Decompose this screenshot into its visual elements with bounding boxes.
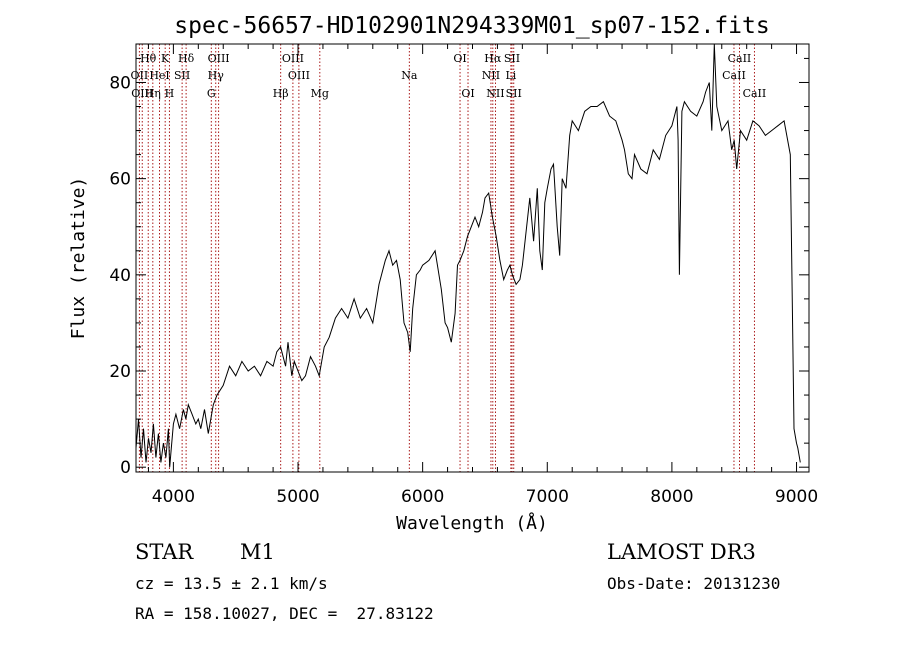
y-tick-label: 40 [109,266,131,286]
line-label-13: OIII [288,69,310,82]
line-label-1: K [161,52,170,65]
chart-title: spec-56657-HD102901N294339M01_sp07-152.f… [174,13,769,39]
line-label-10: HeI [149,69,169,82]
x-tick-label: 5000 [276,487,319,507]
y-tick-label: 0 [120,458,131,478]
x-tick-label: 4000 [152,487,195,507]
line-label-4: OIII [282,52,304,65]
x-tick-label: 9000 [775,487,818,507]
plot-frame [135,43,810,473]
line-label-23: Mg [311,87,329,100]
line-label-15: NII [482,69,500,82]
line-label-0: Hθ [140,52,157,65]
spectrum-line [135,43,801,468]
survey-name: LAMOST DR3 [607,540,756,564]
line-label-18: OIII [131,87,153,100]
y-tick-label: 20 [109,362,131,382]
emission-line-markers [138,44,755,472]
redshift-readout: cz = 13.5 ± 2.1 km/s [135,574,328,593]
line-label-9: OII [131,69,149,82]
line-label-19: Hη [145,87,161,100]
y-axis: 0 20 40 60 80 [109,57,809,478]
obs-date: Obs-Date: 20131230 [607,574,781,593]
line-label-16: Li [505,69,516,82]
object-class: STAR [135,540,194,564]
coordinates: RA = 158.10027, DEC = 27.83122 [135,604,434,623]
y-axis-label: Flux (relative) [68,177,89,340]
x-axis: 4000 5000 6000 7000 8000 9000 [147,44,818,507]
line-label-2: Hδ [178,52,195,65]
line-label-12: Hγ [208,69,225,82]
line-label-22: Hβ [273,87,289,100]
x-axis-label: Wavelength (Å) [396,512,548,534]
y-tick-label: 60 [109,170,131,190]
line-label-8: CaII [728,52,752,65]
x-tick-label: 8000 [650,487,693,507]
line-label-25: NII [486,87,504,100]
x-tick-label: 7000 [526,487,569,507]
line-label-11: SII [174,69,190,82]
y-tick-label: 80 [109,73,131,93]
line-label-17: CaII [722,69,746,82]
line-label-5: OI [453,52,466,65]
line-label-7: SII [504,52,520,65]
line-label-27: CaII [743,87,767,100]
line-label-24: OI [461,87,474,100]
line-label-20: H [165,87,175,100]
line-label-21: G [207,87,216,100]
object-subclass: M1 [240,540,275,564]
line-label-3: OIII [208,52,230,65]
x-tick-label: 6000 [401,487,444,507]
line-label-14: Na [401,69,418,82]
line-label-26: SII [506,87,522,100]
spectrum-chart: spec-56657-HD102901N294339M01_sp07-152.f… [68,13,818,534]
line-label-6: Hα [484,52,502,65]
